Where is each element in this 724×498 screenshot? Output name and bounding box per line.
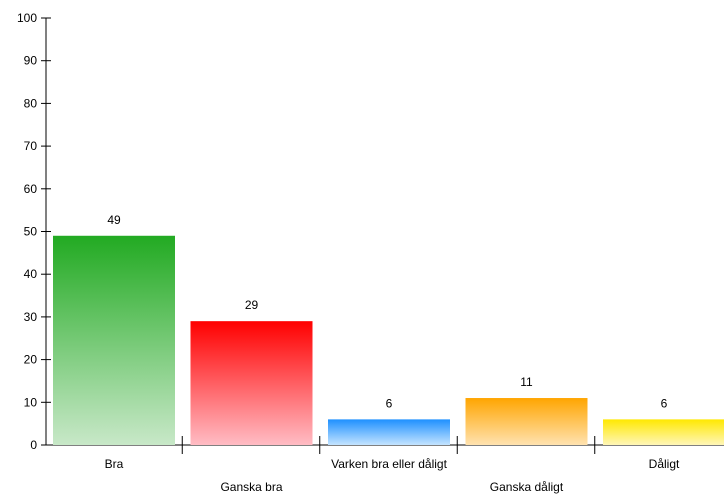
y-tick-label: 60 (24, 182, 38, 196)
category-label: Bra (105, 457, 124, 471)
y-tick-label: 10 (24, 395, 38, 409)
y-tick-label: 100 (17, 11, 37, 25)
y-tick-label: 80 (24, 96, 38, 110)
bar (328, 419, 450, 445)
bar (603, 419, 724, 445)
value-labels: 49 29 6 11 6 (107, 213, 667, 411)
bars (53, 235, 724, 445)
y-tick-label: 50 (24, 225, 38, 239)
y-tick-label: 40 (24, 267, 38, 281)
y-tick-label: 70 (24, 139, 38, 153)
y-tick-label: 0 (30, 438, 37, 452)
y-axis: 0 10 20 30 40 50 60 70 80 90 100 (17, 11, 51, 452)
category-label: Dåligt (649, 457, 680, 471)
data-label: 6 (661, 396, 668, 410)
data-label: 6 (386, 396, 393, 410)
category-label: Varken bra eller dåligt (331, 457, 448, 471)
category-label: Ganska dåligt (490, 480, 564, 494)
y-tick-label: 90 (24, 54, 38, 68)
data-label: 11 (520, 375, 533, 389)
y-tick-label: 20 (24, 353, 38, 367)
category-label: Ganska bra (220, 480, 282, 494)
category-labels: Bra Ganska bra Varken bra eller dåligt Gans… (105, 457, 680, 494)
y-tick-label: 30 (24, 310, 38, 324)
bar (190, 321, 313, 445)
bar (465, 398, 588, 445)
data-label: 49 (107, 213, 121, 227)
data-label: 29 (245, 298, 259, 312)
bar (53, 235, 175, 445)
